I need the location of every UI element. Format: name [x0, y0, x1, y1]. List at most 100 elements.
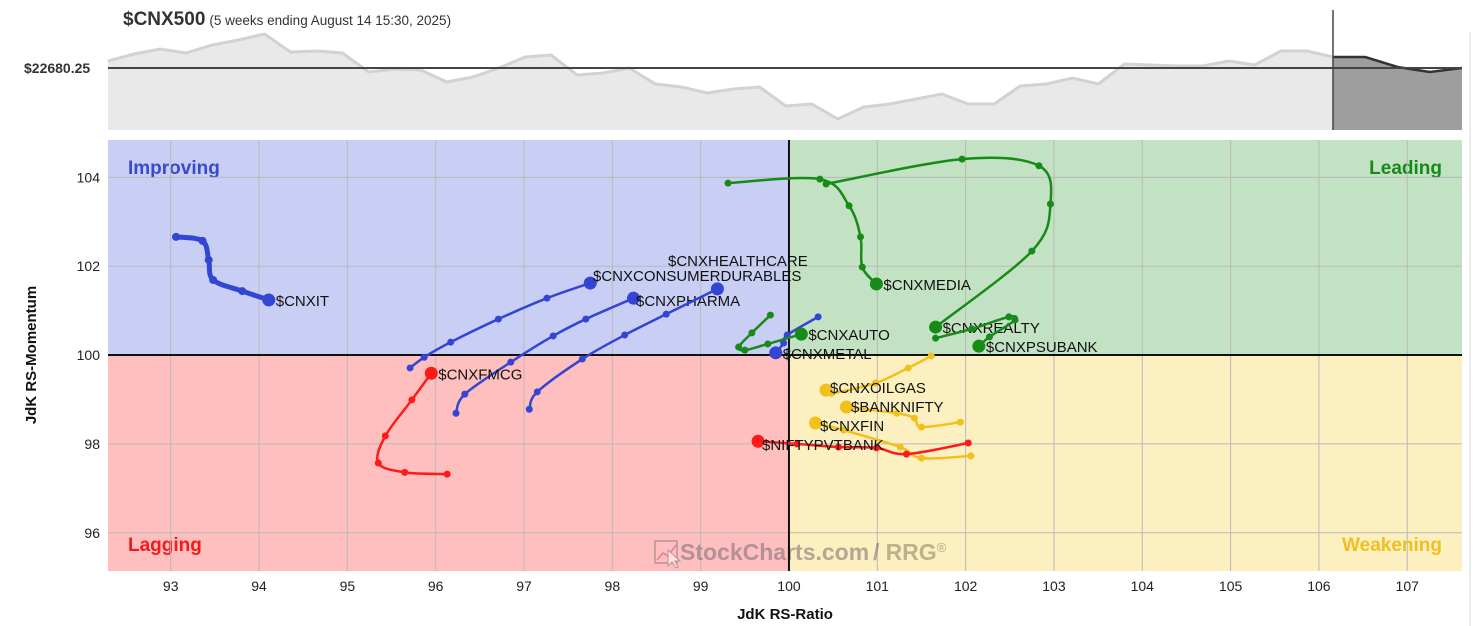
stockcharts-watermark: StockCharts.com / RRG®: [654, 539, 947, 569]
stockcharts-logo-icon: [654, 540, 682, 569]
benchmark-sparkline: [107, 10, 1463, 130]
tail-head-point[interactable]: [869, 277, 883, 291]
watermark-brand: StockCharts.com: [680, 539, 869, 565]
chart-subtitle: (5 weeks ending August 14 15:30, 2025): [209, 13, 452, 28]
tail-cnxfmcg[interactable]: $CNXFMCG: [374, 366, 523, 478]
tail-point: [764, 340, 772, 348]
tail-head-point[interactable]: [929, 320, 943, 334]
tail-point: [406, 364, 414, 372]
tail-point: [748, 329, 756, 337]
tail-point: [967, 452, 975, 460]
x-tick-label: 104: [1131, 578, 1155, 594]
tail-cnxmetal[interactable]: $CNXMETAL: [769, 313, 872, 363]
series-label: $CNXPSUBANK: [986, 339, 1098, 356]
x-tick-label: 98: [605, 578, 621, 594]
quadrant-lagging: [108, 355, 789, 571]
series-label: $NIFTYPVTBANK: [762, 437, 884, 454]
tail-point: [582, 315, 590, 323]
x-tick-label: 97: [516, 578, 532, 594]
x-tick-label: 102: [954, 578, 978, 594]
x-axis-label: JdK RS-Ratio: [737, 606, 833, 623]
tail-cnxpsubank[interactable]: $CNXPSUBANK: [932, 313, 1098, 356]
tail-point: [872, 444, 880, 452]
tail-point: [814, 313, 822, 321]
sparkline-history-area: [108, 34, 1333, 130]
tail-point: [902, 450, 910, 458]
tail-cnxit[interactable]: $CNXIT: [172, 232, 329, 310]
x-tick-label: 106: [1307, 578, 1331, 594]
series-label: $CNXFMCG: [438, 366, 522, 383]
benchmark-symbol: $CNX500: [123, 9, 206, 30]
tail-point: [1035, 162, 1043, 170]
watermark-registered: ®: [937, 540, 947, 555]
series-label: $CNXPHARMA: [636, 293, 740, 310]
tail-head-point[interactable]: [819, 383, 833, 397]
tail-cnxconsumerdurables[interactable]: $CNXCONSUMERDURABLES: [406, 268, 802, 372]
x-tick-label: 94: [251, 578, 267, 594]
tail-point: [578, 355, 586, 363]
tail-point: [724, 179, 732, 187]
series-label: $CNXIT: [276, 293, 329, 310]
tail-line: [756, 440, 970, 456]
tail-cnxauto[interactable]: $CNXAUTO: [735, 311, 890, 354]
tail-point: [927, 352, 935, 360]
tail-point: [621, 331, 629, 339]
series-label: $CNXMETAL: [783, 346, 872, 363]
tail-cnxoilgas[interactable]: $CNXOILGAS: [819, 352, 935, 397]
tail-point: [834, 443, 842, 451]
tail-point: [735, 343, 743, 351]
quadrant-label-leading: Leading: [1369, 158, 1442, 179]
tail-line: [824, 156, 1053, 329]
y-tick-label: 98: [84, 436, 100, 452]
x-tick-label: 101: [866, 578, 890, 594]
series-label: $CNXHEALTHCARE: [668, 253, 808, 270]
tail-point: [533, 388, 541, 396]
series-label: $CNXOILGAS: [830, 380, 926, 397]
tail-point: [549, 332, 557, 340]
tail-cnxfin[interactable]: $CNXFIN: [808, 416, 975, 462]
tail-cnxhealthcare[interactable]: $CNXHEALTHCARE: [525, 253, 808, 413]
tail-head-point[interactable]: [972, 339, 986, 353]
tail-point: [447, 338, 455, 346]
tail-point: [198, 236, 207, 245]
x-tick-label: 96: [428, 578, 444, 594]
tail-head-point[interactable]: [839, 400, 853, 414]
tail-head-point[interactable]: [710, 282, 724, 296]
tail-niftypvtbank[interactable]: $NIFTYPVTBANK: [751, 434, 972, 458]
tail-cnxpharma[interactable]: $CNXPHARMA: [452, 291, 740, 417]
watermark-separator: /: [873, 539, 880, 565]
tail-point: [374, 459, 382, 467]
tail-head-point[interactable]: [262, 293, 276, 307]
tail-point: [822, 180, 830, 188]
benchmark-value: $22680.25: [24, 60, 91, 76]
y-tick-label: 96: [84, 525, 100, 541]
tail-cnxmedia[interactable]: $CNXMEDIA: [724, 175, 971, 294]
tail-point: [1028, 247, 1036, 255]
axes: 93 94 95 96 97 98 99 100 101 102 103 104 105 106 107 96…: [77, 140, 1462, 594]
tail-banknifty[interactable]: $BANKNIFTY: [839, 399, 964, 431]
tail-head-point[interactable]: [794, 327, 808, 341]
tail-point: [780, 339, 788, 347]
tail-head-point[interactable]: [627, 291, 641, 305]
tail-head-point[interactable]: [769, 346, 783, 360]
tail-point: [420, 353, 428, 361]
tail-point: [968, 325, 976, 333]
tail-point: [525, 405, 533, 413]
tail-cnxrealty[interactable]: $CNXREALTY: [822, 155, 1054, 337]
tail-point: [238, 287, 247, 296]
tail-head-point[interactable]: [583, 276, 597, 290]
x-tick-label: 103: [1042, 578, 1066, 594]
y-tick-label: 104: [77, 169, 101, 185]
tail-point: [845, 202, 853, 210]
sparkline-recent-area: [1333, 57, 1462, 130]
tail-head-point[interactable]: [751, 434, 765, 448]
quadrant-improving: [108, 140, 789, 356]
tail-point: [964, 439, 972, 447]
tail-head-point[interactable]: [808, 416, 822, 430]
tail-head-point[interactable]: [424, 366, 438, 380]
rrg-tails: $CNXIT $CNXCONSUMERDURABLES $CNXPHARMA $CNX…: [172, 155, 1098, 478]
x-tick-label: 105: [1219, 578, 1243, 594]
series-label: $BANKNIFTY: [851, 399, 944, 416]
tail-point: [209, 275, 218, 284]
